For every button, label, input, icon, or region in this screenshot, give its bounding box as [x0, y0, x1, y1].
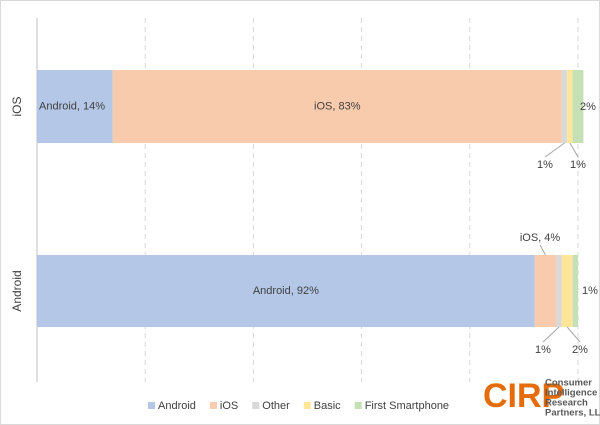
y-tick-label: Android	[10, 270, 24, 311]
bar-segment	[37, 70, 113, 143]
legend-label: Other	[262, 400, 290, 412]
bar-segment	[572, 70, 584, 143]
logo-text: Partners, LLC	[545, 408, 600, 419]
legend-label: Basic	[314, 400, 341, 412]
data-label: 2%	[580, 101, 596, 113]
data-label: 1%	[570, 159, 586, 171]
legend-swatch	[252, 402, 260, 409]
logo-text: Research	[545, 398, 588, 409]
data-label: 2%	[572, 344, 588, 356]
leader-line	[566, 326, 581, 343]
y-tick-label: iOS	[10, 96, 24, 116]
data-label: Android, 14%	[39, 100, 105, 112]
logo-mark: CIRP	[483, 377, 564, 415]
legend-swatch	[148, 402, 155, 409]
leader-line	[544, 142, 565, 158]
bar-segment	[572, 255, 578, 327]
data-label: iOS, 4%	[520, 232, 561, 244]
bar-segment	[561, 70, 568, 143]
logo-text: Consumer	[545, 378, 592, 389]
bar-segment	[556, 255, 562, 327]
legend-label: Android	[158, 400, 196, 412]
legend-label: iOS	[220, 400, 238, 412]
leader-line	[569, 142, 579, 158]
bar-segment	[534, 255, 557, 327]
legend-swatch	[209, 402, 217, 409]
legend-swatch	[354, 402, 362, 409]
legend-swatch	[303, 402, 311, 409]
data-label: 1%	[535, 344, 551, 356]
bar-segment	[112, 70, 562, 143]
data-label: Android, 92%	[253, 285, 319, 297]
leader-line	[542, 326, 560, 343]
logo-text: Intelligence	[545, 388, 597, 399]
data-label: 1%	[582, 285, 598, 297]
bar-segment	[561, 255, 573, 327]
bar-segment	[567, 70, 573, 143]
data-label: iOS, 83%	[314, 100, 361, 112]
bar-segment	[37, 255, 535, 327]
legend-label: First Smartphone	[365, 400, 449, 412]
data-label: 1%	[537, 159, 553, 171]
leader-line	[539, 244, 546, 256]
